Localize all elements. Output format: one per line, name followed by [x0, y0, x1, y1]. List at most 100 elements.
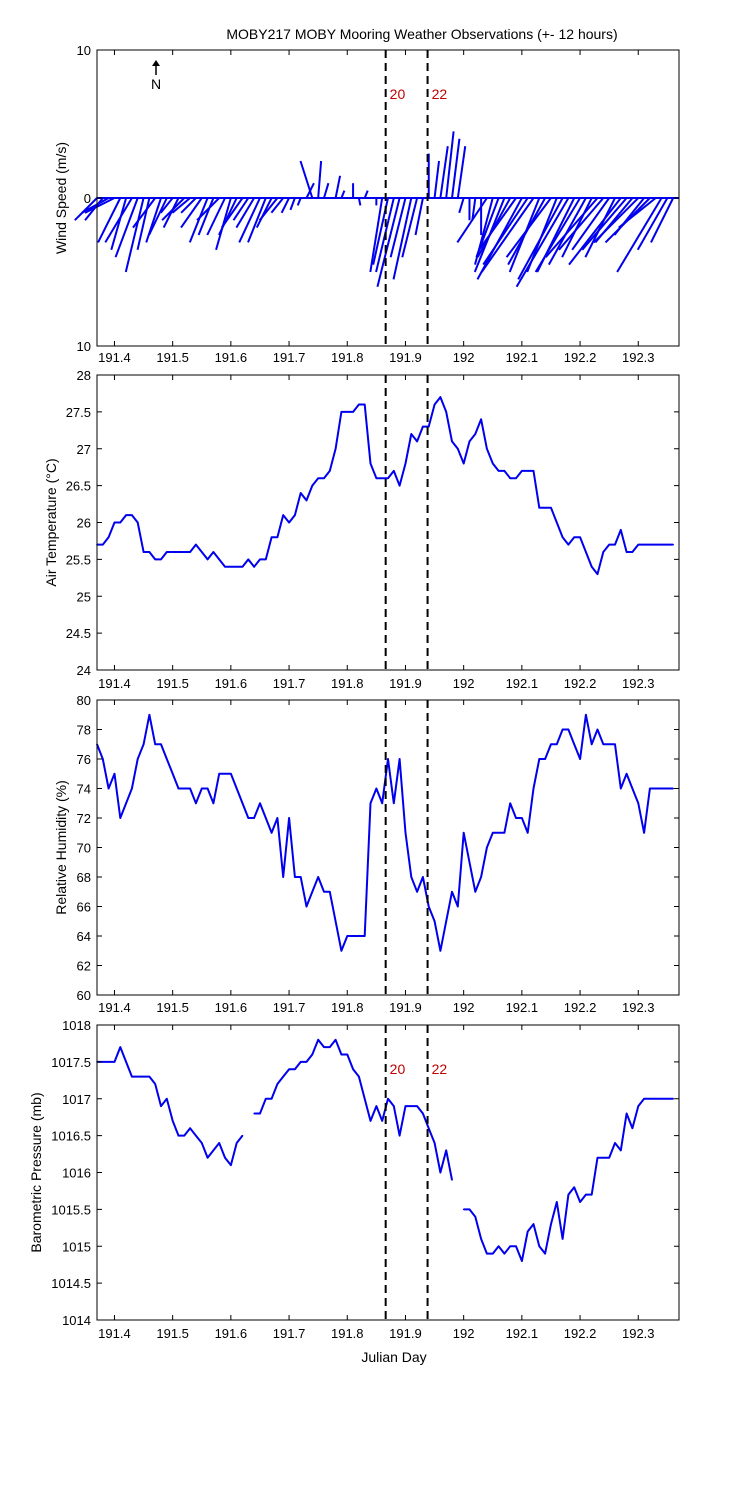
relative-humidity-point — [422, 876, 424, 878]
barometric-pressure-point — [649, 1097, 651, 1100]
y-axis-label: Relative Humidity (%) — [53, 780, 69, 915]
relative-humidity-point — [620, 787, 622, 790]
air-temperature-point — [264, 558, 267, 561]
air-temperature-point — [317, 477, 319, 480]
air-temperature-point — [119, 521, 122, 524]
barometric-pressure-point — [643, 1097, 645, 1100]
relative-humidity-point — [369, 802, 372, 805]
relative-humidity-point — [183, 787, 186, 790]
air-temperature-point — [468, 440, 471, 443]
y-axis-label: Wind Speed (m/s) — [53, 142, 69, 254]
wind-vector — [334, 175, 342, 199]
wind-vector — [593, 197, 639, 244]
y-tick-label: 1015 — [62, 1239, 91, 1254]
air-temperature-point — [375, 477, 378, 480]
wind-vector — [171, 197, 191, 214]
wind-vector — [357, 197, 362, 206]
wind-vector — [180, 197, 203, 229]
air-temperature-point — [224, 565, 226, 568]
barometric-pressure-point — [637, 1105, 640, 1107]
relative-humidity-point — [625, 772, 628, 775]
air-temperature-point — [503, 470, 506, 472]
air-temperature-point — [521, 470, 523, 472]
y-tick-label: 27.5 — [66, 405, 91, 420]
barometric-pressure-point — [241, 1134, 244, 1137]
relative-humidity-point — [299, 876, 302, 878]
x-tick-label: 191.6 — [215, 676, 248, 691]
barometric-pressure-point — [468, 1208, 471, 1211]
relative-humidity-point — [637, 802, 640, 805]
air-temperature-point — [154, 558, 156, 561]
barometric-pressure-point — [526, 1230, 529, 1233]
relative-humidity-point — [195, 802, 197, 805]
relative-humidity-point — [317, 876, 319, 878]
relative-humidity-point — [136, 758, 139, 760]
wind-vector — [235, 197, 255, 229]
wind-vector — [433, 160, 440, 199]
relative-humidity-point — [649, 787, 651, 790]
relative-humidity-point — [480, 876, 482, 878]
wind-vector — [534, 197, 581, 273]
wind-vector — [616, 197, 663, 273]
relative-humidity-point — [282, 876, 285, 878]
air-temperature-point — [544, 506, 546, 509]
x-tick-label: 192.3 — [622, 350, 655, 365]
barometric-pressure-point — [672, 1097, 674, 1100]
air-temperature-point — [206, 558, 209, 561]
air-temperature-point — [567, 543, 570, 546]
wind-vector — [363, 190, 369, 199]
x-tick-label: 192.1 — [506, 1000, 539, 1015]
relative-humidity-point — [241, 802, 244, 805]
relative-humidity-point — [544, 758, 546, 760]
relative-humidity-point — [526, 831, 529, 834]
relative-humidity-point — [445, 920, 448, 923]
barometric-pressure-point — [620, 1149, 622, 1152]
barometric-pressure-point — [119, 1046, 122, 1048]
relative-humidity-point — [596, 728, 599, 731]
air-temperature-point — [218, 558, 221, 561]
relative-humidity-point — [433, 920, 436, 923]
relative-humidity-point — [200, 787, 203, 790]
x-tick-label: 192.1 — [506, 1326, 539, 1341]
wind-vector — [323, 182, 330, 199]
barometric-pressure-point — [154, 1083, 156, 1085]
relative-humidity-point — [253, 817, 255, 819]
y-tick-label: 1018 — [62, 1018, 91, 1033]
x-tick-label: 191.9 — [389, 350, 422, 365]
y-tick-label: 72 — [77, 811, 91, 826]
air-temperature-point — [113, 521, 116, 524]
wind-vector — [81, 197, 110, 214]
barometric-pressure-point — [148, 1075, 151, 1078]
panel-wind: N 20 22 10 0 10 191.4 191.5 191.6 191.7 191.8 191.9… — [53, 43, 680, 365]
air-temperature-point — [136, 521, 139, 524]
barometric-pressure-point — [334, 1038, 337, 1041]
north-arrowhead-icon — [152, 60, 160, 66]
air-temperature-point — [294, 514, 296, 516]
barometric-pressure-point — [264, 1097, 267, 1100]
x-tick-label: 191.8 — [331, 350, 364, 365]
relative-humidity-point — [340, 949, 343, 952]
wind-vector — [114, 197, 139, 258]
wind-vector — [515, 197, 570, 288]
relative-humidity-point — [654, 787, 657, 790]
relative-humidity-point — [102, 758, 104, 760]
barometric-pressure-point — [555, 1201, 558, 1203]
relative-humidity-point — [294, 876, 296, 878]
air-temperature-point — [148, 551, 151, 553]
barometric-pressure-point — [340, 1053, 343, 1056]
air-temperature-point — [247, 558, 250, 561]
y-tick-label: 1015.5 — [51, 1202, 91, 1217]
wind-vector — [247, 197, 267, 243]
relative-humidity-point — [474, 890, 477, 893]
relative-humidity-point — [212, 802, 215, 805]
wind-vector — [145, 197, 162, 243]
x-tick-label: 191.8 — [331, 676, 364, 691]
wind-vector — [581, 197, 628, 251]
x-tick-label: 192 — [453, 676, 475, 691]
barometric-pressure-point — [422, 1112, 424, 1115]
barometric-pressure-point — [131, 1075, 133, 1078]
barometric-pressure-point — [183, 1134, 186, 1137]
barometric-pressure-point — [352, 1068, 354, 1071]
air-temperature-point — [404, 462, 407, 465]
wind-vector — [74, 197, 98, 221]
